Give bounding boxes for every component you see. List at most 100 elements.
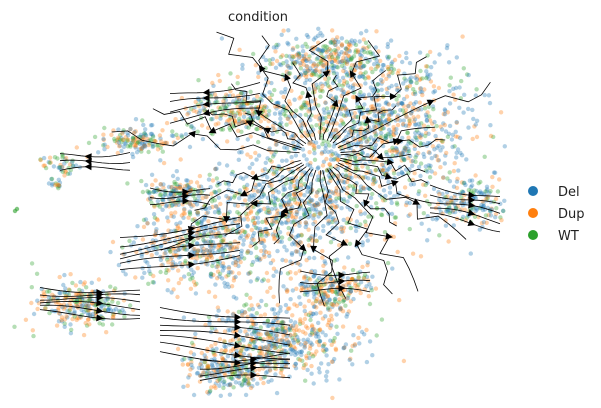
data-point-del xyxy=(152,188,157,194)
data-point-dup xyxy=(345,179,350,185)
data-point-del xyxy=(500,208,506,213)
data-point-del xyxy=(213,99,219,105)
data-point-del xyxy=(471,116,476,122)
data-point-wt xyxy=(125,137,130,142)
data-point-del xyxy=(304,222,309,227)
data-point-wt xyxy=(495,189,501,194)
data-point-dup xyxy=(259,104,265,109)
data-point-del xyxy=(315,47,321,52)
data-point-del xyxy=(287,114,292,119)
data-point-del xyxy=(402,157,407,162)
data-point-wt xyxy=(92,134,98,140)
data-point-dup xyxy=(213,385,218,391)
data-point-del xyxy=(285,40,290,46)
data-point-del xyxy=(291,140,296,145)
data-point-del xyxy=(313,207,318,212)
data-point-del xyxy=(349,127,354,132)
data-point-wt xyxy=(248,270,253,275)
data-point-del xyxy=(323,146,328,151)
data-point-wt xyxy=(354,203,359,209)
data-point-dup xyxy=(430,121,435,126)
data-point-del xyxy=(228,381,233,387)
data-point-dup xyxy=(327,205,332,210)
data-point-dup xyxy=(391,132,397,138)
data-point-del xyxy=(304,200,309,205)
data-point-dup xyxy=(261,380,266,386)
data-point-dup xyxy=(240,312,245,318)
data-point-del xyxy=(436,189,441,195)
data-point-dup xyxy=(238,349,243,354)
data-point-wt xyxy=(380,114,385,119)
data-point-del xyxy=(478,189,483,194)
data-point-del xyxy=(308,129,313,135)
data-point-wt xyxy=(241,107,246,113)
data-point-del xyxy=(305,367,310,373)
data-point-del xyxy=(237,256,243,261)
data-point-del xyxy=(298,262,303,268)
data-point-dup xyxy=(271,266,277,271)
data-point-wt xyxy=(150,134,156,139)
data-point-del xyxy=(182,274,187,279)
data-point-dup xyxy=(298,62,303,67)
data-point-del xyxy=(307,255,312,261)
data-point-dup xyxy=(274,219,279,225)
data-point-dup xyxy=(409,111,414,116)
data-point-del xyxy=(357,92,362,97)
data-point-del xyxy=(375,81,381,87)
data-point-dup xyxy=(265,332,271,337)
data-point-del xyxy=(380,62,386,68)
data-point-dup xyxy=(455,176,460,181)
data-point-dup xyxy=(151,273,156,279)
data-point-del xyxy=(364,274,370,280)
data-point-dup xyxy=(160,255,165,260)
data-point-del xyxy=(58,291,63,296)
data-point-dup xyxy=(423,64,429,69)
streamline-arrowhead xyxy=(310,245,318,253)
data-point-del xyxy=(272,311,277,316)
data-point-wt xyxy=(362,49,367,55)
data-point-dup xyxy=(169,185,174,190)
data-point-wt xyxy=(226,109,231,114)
data-point-wt xyxy=(286,225,291,231)
data-point-del xyxy=(466,72,471,78)
data-point-dup xyxy=(356,335,361,341)
data-point-del xyxy=(288,181,293,187)
data-point-wt xyxy=(378,121,383,126)
data-point-dup xyxy=(224,241,229,247)
data-point-del xyxy=(202,217,207,222)
data-point-dup xyxy=(193,99,198,105)
data-point-dup xyxy=(291,46,296,51)
data-point-dup xyxy=(267,335,272,340)
data-point-del xyxy=(488,123,493,128)
data-point-del xyxy=(213,282,218,287)
data-point-dup xyxy=(411,91,416,97)
data-point-wt xyxy=(373,167,379,173)
data-point-dup xyxy=(178,276,184,282)
data-point-del xyxy=(266,323,272,328)
data-point-dup xyxy=(417,77,422,83)
data-point-dup xyxy=(310,324,315,329)
data-point-del xyxy=(244,124,249,130)
data-point-del xyxy=(122,141,127,146)
data-point-dup xyxy=(397,297,402,303)
data-point-del xyxy=(384,117,390,123)
data-point-del xyxy=(222,265,227,270)
data-point-del xyxy=(274,336,279,341)
data-point-dup xyxy=(264,270,270,276)
data-point-del xyxy=(368,135,374,140)
data-point-del xyxy=(323,215,328,220)
data-point-del xyxy=(361,63,366,69)
data-point-dup xyxy=(348,128,353,133)
data-point-dup xyxy=(230,270,235,275)
data-point-dup xyxy=(305,67,310,73)
data-point-wt xyxy=(327,143,332,148)
data-point-dup xyxy=(333,56,338,61)
data-point-del xyxy=(221,102,227,107)
data-point-del xyxy=(403,78,408,83)
data-point-del xyxy=(362,135,367,140)
data-point-dup xyxy=(266,232,271,237)
data-point-dup xyxy=(168,249,173,254)
data-point-dup xyxy=(331,339,337,344)
data-point-dup xyxy=(363,223,369,228)
data-point-del xyxy=(289,155,294,160)
